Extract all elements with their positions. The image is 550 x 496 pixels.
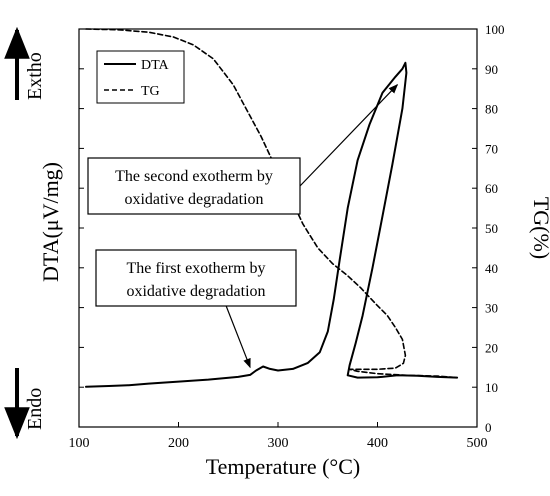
right-tick-label: 100 <box>485 22 505 37</box>
x-axis-label: Temperature (°C) <box>206 454 360 479</box>
legend-label-tg: TG <box>141 84 160 99</box>
right-tick-label: 50 <box>485 221 498 236</box>
x-tick-label: 500 <box>467 436 488 451</box>
x-tick-label: 300 <box>268 436 289 451</box>
right-tick-label: 20 <box>485 340 498 355</box>
annotation-first-line1: The first exotherm by <box>126 260 265 277</box>
annotation-box-second <box>87 157 301 215</box>
right-tick-label: 40 <box>485 261 498 276</box>
annotation-second-line1: The second exotherm by <box>115 168 273 185</box>
annotation-first-line2: oxidative degradation <box>126 283 265 300</box>
legend-box <box>96 50 185 104</box>
legend-label-dta: DTA <box>141 58 170 73</box>
right-tick-label: 70 <box>485 141 498 156</box>
right-tick-label: 10 <box>485 380 498 395</box>
x-tick-label: 100 <box>69 436 90 451</box>
annotation-first-exotherm: The first exotherm by oxidative degradat… <box>95 249 297 369</box>
extho-label: Extho <box>24 52 46 100</box>
right-tick-label: 60 <box>485 181 498 196</box>
series-tg-line <box>85 28 458 379</box>
annotation-arrow-first <box>224 302 251 369</box>
right-tick-label: 80 <box>485 102 498 117</box>
right-tick-label: 30 <box>485 301 498 316</box>
annotation-second-line2: oxidative degradation <box>124 191 263 208</box>
right-tick-label: 90 <box>485 62 498 77</box>
series-group <box>85 28 459 388</box>
annotation-arrow-second <box>299 84 399 187</box>
right-axis-ticks: 0 10 20 30 40 50 60 70 80 90 100 <box>472 22 505 435</box>
y-axis-right-label: TG(%) <box>529 197 550 259</box>
annotation-second-exotherm: The second exotherm by oxidative degrada… <box>87 84 399 215</box>
right-tick-label: 0 <box>485 420 492 435</box>
annotation-box-first <box>95 249 297 307</box>
left-axis-ticks <box>79 28 84 428</box>
legend: DTA TG <box>96 50 185 104</box>
exotherm-indicator: Extho <box>4 26 46 100</box>
x-axis-ticks: 100 200 300 400 500 <box>69 422 488 451</box>
endo-label: Endo <box>24 388 46 430</box>
x-tick-label: 400 <box>367 436 388 451</box>
x-tick-label: 200 <box>168 436 189 451</box>
endotherm-indicator: Endo <box>4 368 46 440</box>
y-axis-left-label: DTA(μV/mg) <box>38 162 63 282</box>
series-dta-line <box>85 61 459 388</box>
